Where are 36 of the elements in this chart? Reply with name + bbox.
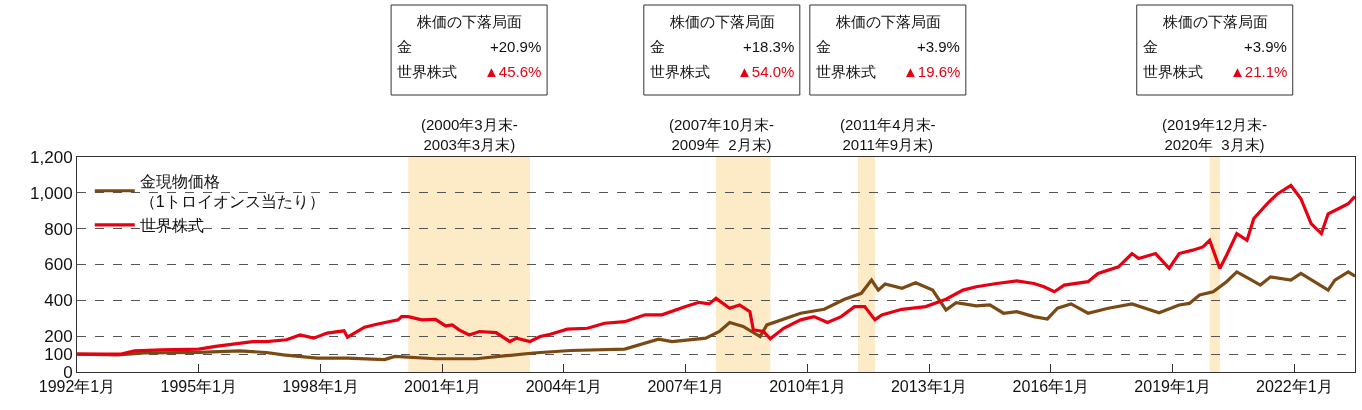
x-tick-label: 2022年1月 xyxy=(1256,378,1333,396)
band-label: (2007年10月末- 2009年 2月末) xyxy=(669,116,775,153)
text: 株価の下落局面 xyxy=(835,13,941,30)
x-tick-label: 2007年1月 xyxy=(647,378,724,396)
x-tick-label: 2010年1月 xyxy=(769,378,846,396)
text: 株価の下落局面 xyxy=(669,13,775,30)
y-tick-label: 1,200 xyxy=(30,147,73,167)
text: 株価の下落局面 xyxy=(1162,13,1268,30)
x-tick-label: 1995年1月 xyxy=(160,378,238,396)
text: 株価の下落局面 xyxy=(416,13,522,30)
y-tick-label: 1,000 xyxy=(30,183,73,203)
text: 世界株式 ▲21.1% xyxy=(1143,63,1288,80)
text: 世界株式 ▲45.6% xyxy=(397,63,542,80)
x-tick-label: 1998年1月 xyxy=(282,378,359,396)
text: 金 +3.9% xyxy=(816,38,960,55)
x-tick-label: 2001年1月 xyxy=(404,378,481,396)
text: 世界株式 ▲19.6% xyxy=(816,63,961,80)
text: 世界株式 ▲54.0% xyxy=(650,63,795,80)
text: 金 +18.3% xyxy=(650,38,795,55)
y-tick-label: 600 xyxy=(44,255,73,275)
legend-label: 金現物価格（1トロイオンス当たり） xyxy=(139,172,325,211)
y-tick-label: 400 xyxy=(44,291,73,311)
text: 金 +3.9% xyxy=(1143,38,1287,55)
band-label: (2000年3月末- 2003年3月末) xyxy=(421,116,518,153)
x-tick-label: 2016年1月 xyxy=(1012,378,1090,396)
x-tick-label: 2013年1月 xyxy=(890,378,968,396)
band-label: (2011年4月末- 2011年9月末) xyxy=(840,116,936,153)
x-tick-label: 2019年1月 xyxy=(1134,378,1211,396)
y-tick-label: 800 xyxy=(44,219,73,239)
x-tick-label: 1992年1月 xyxy=(38,378,116,396)
y-tick-label: 100 xyxy=(44,345,73,365)
legend-label: 世界株式 xyxy=(139,217,204,235)
x-tick-label: 2004年1月 xyxy=(525,378,603,396)
band-label: (2019年12月末- 2020年 3月末) xyxy=(1162,116,1268,153)
text: 金 +20.9% xyxy=(397,38,542,55)
y-tick-label: 200 xyxy=(44,327,73,347)
